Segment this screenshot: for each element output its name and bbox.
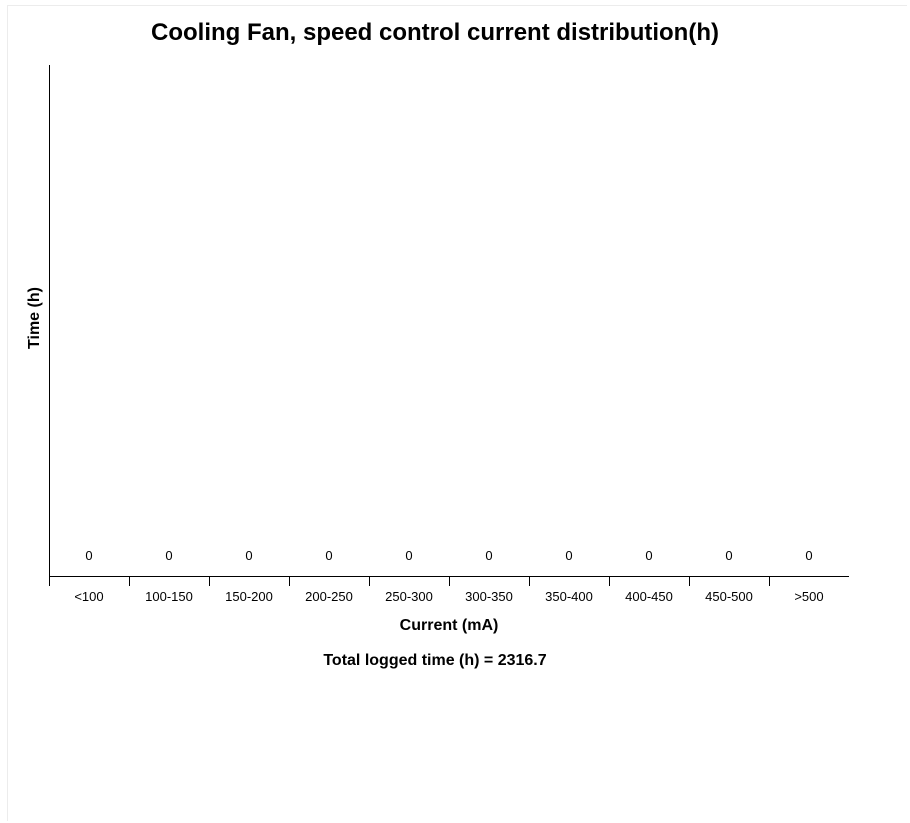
data-label: 0 <box>165 548 172 563</box>
x-tick-label: 450-500 <box>705 589 753 604</box>
data-label: 0 <box>645 548 652 563</box>
x-tick-label: 300-350 <box>465 589 513 604</box>
data-label: 0 <box>805 548 812 563</box>
chart-title: Cooling Fan, speed control current distr… <box>151 19 719 46</box>
x-ticks-group <box>129 576 770 586</box>
data-label: 0 <box>485 548 492 563</box>
x-tick-label: 350-400 <box>545 589 593 604</box>
chart-frame <box>7 5 907 821</box>
data-label: 0 <box>725 548 732 563</box>
y-axis-label: Time (h) <box>26 287 43 349</box>
x-tick-label: 250-300 <box>385 589 433 604</box>
x-tick-label: <100 <box>74 589 103 604</box>
x-axis-label: Current (mA) <box>400 617 499 634</box>
x-tick-label: >500 <box>794 589 823 604</box>
data-labels-group: 0 0 0 0 0 0 0 0 0 0 <box>85 548 812 563</box>
x-tick-label: 200-250 <box>305 589 353 604</box>
data-label: 0 <box>325 548 332 563</box>
x-tick-label: 100-150 <box>145 589 193 604</box>
data-label: 0 <box>405 548 412 563</box>
data-label: 0 <box>245 548 252 563</box>
x-tick-label: 400-450 <box>625 589 673 604</box>
data-label: 0 <box>85 548 92 563</box>
total-logged-time: Total logged time (h) = 2316.7 <box>323 652 546 669</box>
x-tick-labels-group: <100 100-150 150-200 200-250 250-300 300-350 3… <box>74 589 823 604</box>
data-label: 0 <box>565 548 572 563</box>
x-tick-label: 150-200 <box>225 589 273 604</box>
